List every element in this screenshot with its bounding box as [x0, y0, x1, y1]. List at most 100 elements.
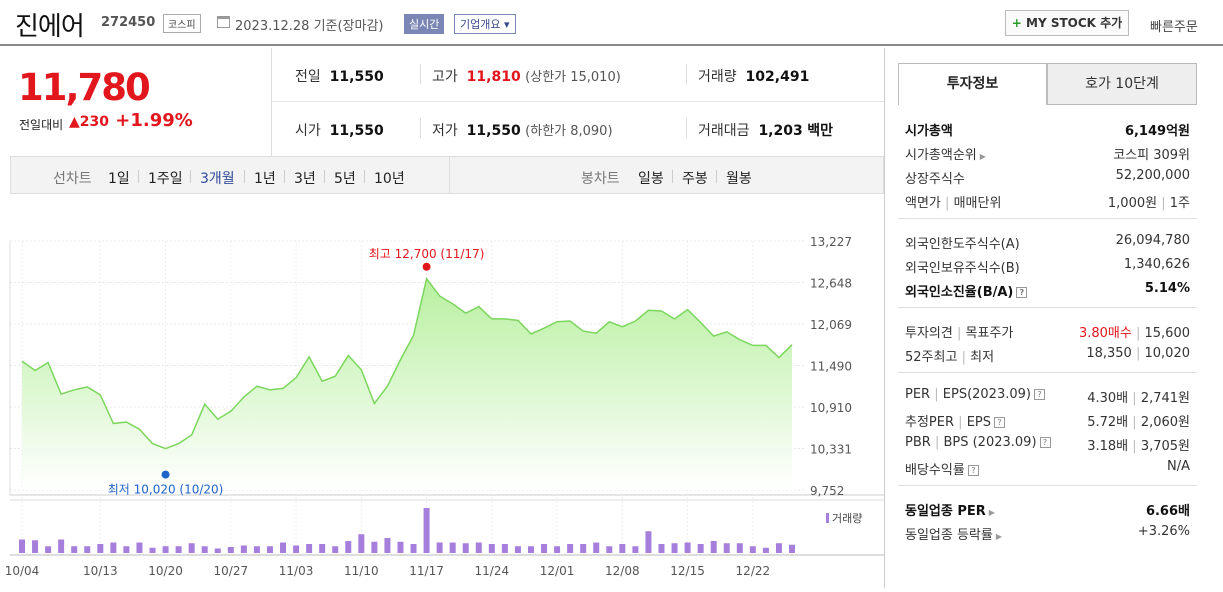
volume-label: 거래량 [698, 69, 737, 85]
volume-bar [97, 544, 104, 553]
tab-invest-info[interactable]: 투자정보 [898, 63, 1047, 105]
volume-bar [514, 546, 521, 553]
par-label-text: 액면가 [905, 196, 941, 211]
x-tick-label: 11/24 [475, 564, 510, 578]
sector-chg-label[interactable]: 동일업종 등락률 ▶ [905, 524, 1002, 543]
volume-bar [58, 539, 65, 553]
tab-5y[interactable]: 5년 [334, 171, 356, 187]
volume-bar [397, 541, 404, 553]
volume-bar [136, 542, 143, 553]
divider [284, 170, 285, 183]
tab-1y[interactable]: 1년 [254, 171, 276, 187]
tab-line-chart[interactable]: 선차트 [53, 171, 92, 187]
volume-bar [240, 545, 247, 553]
volume-bar [384, 538, 391, 553]
help-icon[interactable]: ? [994, 417, 1005, 428]
divider [244, 170, 245, 183]
realtime-button[interactable]: 실시간 [404, 14, 445, 34]
w52-high-value: 18,350 [1086, 346, 1132, 361]
x-tick-label: 12/01 [540, 564, 575, 578]
volume-bar [214, 548, 221, 553]
dividend-value: N/A [1167, 459, 1190, 474]
prev-close: 전일 11,550 [295, 66, 384, 86]
volume-bar [736, 543, 743, 553]
volume-bar [671, 543, 678, 553]
arrow-right-icon: ▶ [988, 508, 995, 517]
chart-svg: 13,227 12,648 12,069 11,490 10,910 10,331 9,75… [5, 235, 884, 578]
help-icon[interactable]: ? [967, 465, 979, 476]
help-icon[interactable]: ? [1016, 287, 1028, 298]
low-value: 11,550 [466, 123, 521, 139]
company-info-dropdown[interactable]: 기업개요 ▾ [454, 14, 516, 34]
rank-label-text: 시가총액순위 [905, 148, 977, 163]
volume-bar [227, 547, 234, 553]
sector-chg-value: +3.26% [1137, 524, 1190, 539]
volume-bar [371, 541, 378, 553]
x-tick-label: 12/22 [736, 564, 771, 578]
volume-bar [580, 544, 587, 553]
trade-unit-label: 매매단위 [953, 196, 1002, 211]
volume-bar [645, 531, 652, 553]
x-tick-label: 11/03 [279, 564, 314, 578]
y-tick-label: 11,490 [810, 360, 852, 374]
sector-per-label-text: 동일업종 PER [905, 504, 986, 519]
volume-bar [475, 542, 482, 553]
base-date: 2023.12.28 기준(장마감) [235, 19, 384, 34]
tab-daily[interactable]: 일봉 [638, 171, 664, 187]
volume-bar [358, 534, 365, 553]
eps-label: EPS(2023.09) [942, 387, 1031, 402]
est-eps-value: 2,060원 [1140, 415, 1190, 430]
help-icon[interactable]: ? [1039, 437, 1051, 448]
tab-3y[interactable]: 3년 [294, 171, 316, 187]
volume-bar [253, 546, 260, 553]
stock-name: 진에어 [15, 12, 85, 42]
mystock-add-button[interactable]: + MY STOCK 추가 [1005, 10, 1129, 36]
volume-legend-swatch [826, 513, 829, 523]
opinion-value-text: 3.80매수 [1078, 326, 1132, 341]
quick-order-link[interactable]: 빠른주문 [1150, 20, 1198, 35]
market-badge: 코스피 [163, 14, 201, 33]
tab-1d[interactable]: 1일 [108, 171, 130, 187]
volume-bar [332, 546, 339, 553]
sector-per-label[interactable]: 동일업종 PER ▶ [905, 500, 995, 519]
tab-10y[interactable]: 10년 [374, 171, 405, 187]
help-icon[interactable]: ? [1033, 389, 1045, 400]
current-price: 11,780 [18, 66, 151, 109]
tab-weekly[interactable]: 주봉 [682, 171, 708, 187]
volume-bar [527, 546, 534, 553]
w52-low-value: 10,020 [1144, 346, 1191, 361]
rank-label[interactable]: 시가총액순위 ▶ [905, 144, 986, 163]
tab-3m[interactable]: 3개월 [200, 171, 235, 187]
divider [898, 485, 1197, 486]
tab-candle-chart[interactable]: 봉차트 [581, 171, 620, 187]
shares-value: 52,200,000 [1115, 168, 1190, 183]
volume-bar [84, 546, 91, 553]
volume-bar [567, 544, 574, 553]
divider [138, 170, 139, 183]
per-label-text: PER [905, 387, 931, 402]
x-tick-label: 10/13 [83, 564, 118, 578]
tab-1w[interactable]: 1주일 [148, 171, 183, 187]
par-label: 액면가 | 매매단위 [905, 196, 1002, 211]
volume-legend-label: 거래량 [832, 512, 862, 525]
dividend-label-text: 배당수익률 [905, 463, 965, 478]
volume-bar [110, 542, 117, 553]
w52-low-label: 최저 [970, 350, 995, 365]
volume-bar [541, 544, 548, 553]
foreign-ratio-value: 5.14% [1144, 281, 1190, 296]
max-label: 최고 12,700 (11/17) [369, 247, 485, 261]
chart-tab-bar: 선차트 1일 1주일 3개월 1년 3년 5년 10년 봉차트 일봉 주봉 월봉 [10, 156, 884, 194]
x-tick-label: 10/04 [5, 564, 40, 578]
invest-info-panel: 투자정보 호가 10단계 시가총액 6,149억원 시가총액순위 ▶ 코스피 30… [884, 48, 1223, 588]
y-tick-label: 13,227 [810, 235, 852, 249]
y-tick-label: 12,648 [810, 277, 852, 291]
amount-unit: 백만 [807, 123, 833, 139]
price-area [22, 278, 792, 490]
divider [716, 170, 717, 183]
min-label: 최저 10,020 (10/20) [108, 483, 224, 497]
target-value: 15,600 [1144, 326, 1191, 341]
volume-bar [123, 546, 130, 553]
tab-monthly[interactable]: 월봉 [726, 171, 752, 187]
tab-orderbook[interactable]: 호가 10단계 [1047, 63, 1197, 105]
divider [686, 118, 687, 138]
